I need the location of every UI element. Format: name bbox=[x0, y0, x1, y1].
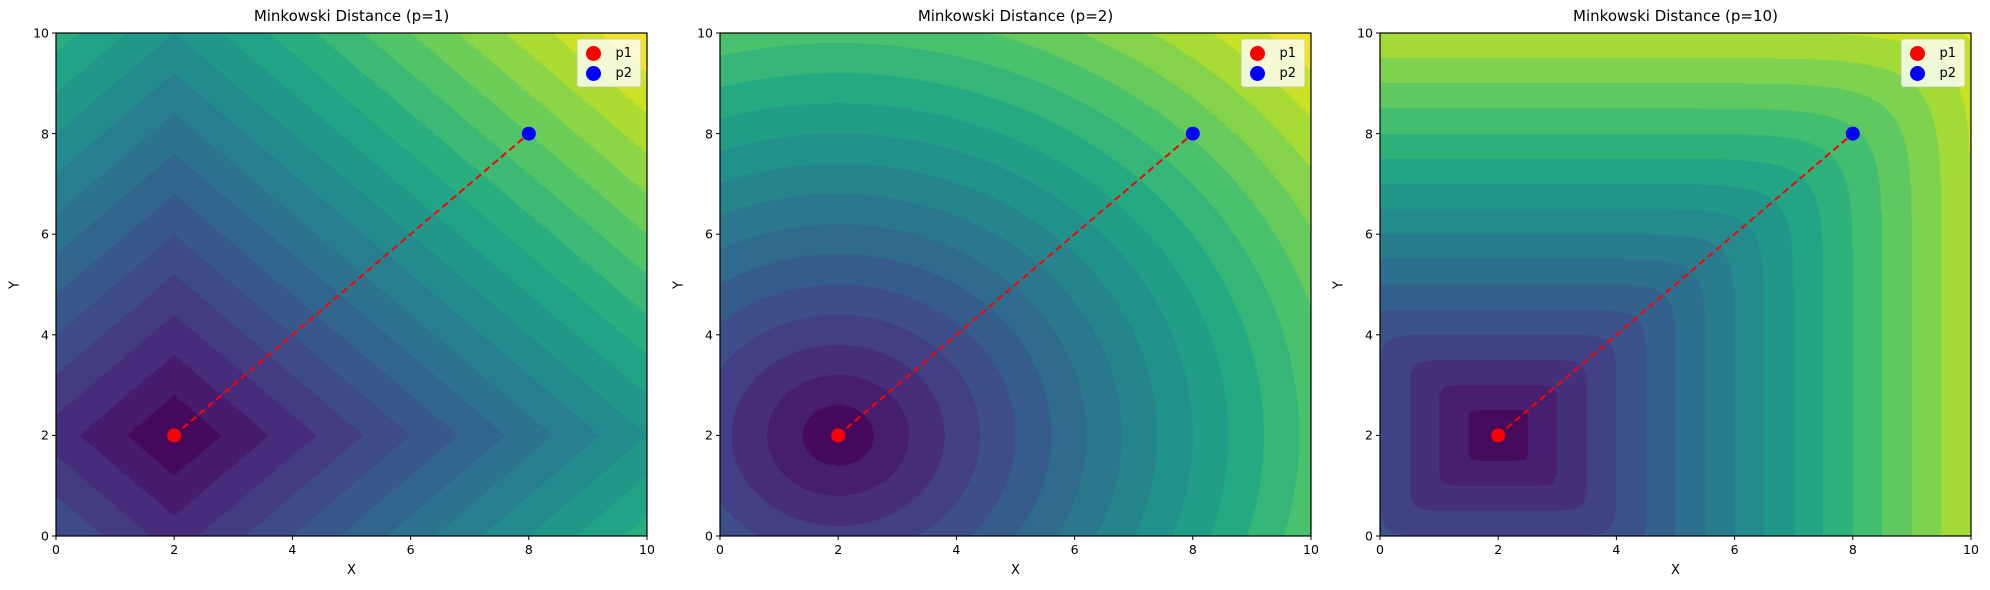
y-tick-label: 4 bbox=[705, 327, 713, 343]
x-tick-label: 10 bbox=[1963, 542, 1979, 557]
plot-area: p1 p2 bbox=[1376, 32, 1972, 540]
x-tick-label: 4 bbox=[1612, 542, 1621, 557]
x-tick-label: 10 bbox=[639, 542, 655, 557]
y-axis-label: Y bbox=[1331, 280, 1347, 289]
axes-frame bbox=[719, 32, 1312, 537]
legend-marker bbox=[1910, 65, 1926, 81]
chart-title: Minkowski Distance (p=10) bbox=[1573, 7, 1778, 25]
legend-label: p1 bbox=[615, 45, 632, 61]
point-p2 bbox=[1845, 126, 1860, 141]
x-tick-label: 8 bbox=[1188, 542, 1197, 557]
y-tick-label: 4 bbox=[41, 327, 49, 343]
point-p2 bbox=[1185, 126, 1200, 141]
legend-label: p2 bbox=[1279, 65, 1296, 81]
x-axis-label: X bbox=[1671, 563, 1680, 578]
x-tick-label: 0 bbox=[1376, 542, 1384, 557]
x-tick-label: 10 bbox=[1303, 542, 1319, 557]
legend-marker bbox=[1910, 45, 1926, 61]
y-tick-label: 2 bbox=[705, 427, 713, 443]
x-tick-label: 6 bbox=[1070, 542, 1079, 557]
legend-label: p2 bbox=[615, 65, 632, 81]
point-p1 bbox=[831, 428, 846, 443]
point-p1 bbox=[167, 428, 182, 443]
legend: p1 p2 bbox=[1901, 39, 1965, 87]
y-tick-label: 10 bbox=[1357, 25, 1373, 41]
legend-marker bbox=[1250, 65, 1266, 81]
y-tick-label: 4 bbox=[1365, 327, 1373, 343]
y-tick-label: 8 bbox=[41, 126, 49, 142]
y-tick-label: 6 bbox=[41, 226, 49, 242]
legend-entry-p1: p1 bbox=[1910, 43, 1956, 63]
legend-label: p1 bbox=[1279, 45, 1296, 61]
point-p1 bbox=[1491, 428, 1506, 443]
legend-entry-p1: p1 bbox=[1250, 43, 1296, 63]
plot-area: p1 p2 bbox=[52, 32, 648, 540]
y-tick-label: 0 bbox=[41, 528, 49, 544]
plot-overlay bbox=[52, 32, 648, 540]
y-tick-label: 6 bbox=[705, 226, 713, 242]
legend-entry-p2: p2 bbox=[586, 63, 632, 83]
legend-entry-p1: p1 bbox=[586, 43, 632, 63]
x-tick-label: 0 bbox=[716, 542, 724, 557]
axes-frame bbox=[55, 32, 648, 537]
x-tick-label: 2 bbox=[1494, 542, 1503, 557]
x-tick-label: 6 bbox=[1730, 542, 1739, 557]
legend-label: p2 bbox=[1939, 65, 1956, 81]
x-tick-label: 4 bbox=[952, 542, 961, 557]
connecting-line bbox=[1497, 132, 1854, 437]
chart-title: Minkowski Distance (p=1) bbox=[253, 7, 450, 25]
x-tick-label: 8 bbox=[1848, 542, 1857, 557]
connecting-line bbox=[837, 132, 1194, 437]
y-tick-label: 6 bbox=[1365, 226, 1373, 242]
y-tick-label: 0 bbox=[1365, 528, 1373, 544]
y-tick-label: 0 bbox=[705, 528, 713, 544]
legend-marker bbox=[1250, 45, 1266, 61]
legend-entry-p2: p2 bbox=[1250, 63, 1296, 83]
x-tick-label: 4 bbox=[288, 542, 297, 557]
legend: p1 p2 bbox=[1241, 39, 1305, 87]
legend: p1 p2 bbox=[577, 39, 641, 87]
plot-overlay bbox=[1376, 32, 1972, 540]
axes-frame bbox=[1379, 32, 1972, 537]
x-axis-label: X bbox=[1011, 563, 1020, 578]
plot-area: p1 p2 bbox=[716, 32, 1312, 540]
connecting-line bbox=[173, 132, 530, 437]
chart-title: Minkowski Distance (p=2) bbox=[917, 7, 1114, 25]
y-tick-label: 10 bbox=[697, 25, 713, 41]
x-tick-label: 2 bbox=[834, 542, 843, 557]
legend-marker bbox=[586, 45, 602, 61]
y-tick-label: 2 bbox=[41, 427, 49, 443]
x-tick-label: 6 bbox=[406, 542, 415, 557]
x-axis-label: X bbox=[347, 563, 356, 578]
legend-entry-p2: p2 bbox=[1910, 63, 1956, 83]
x-tick-label: 2 bbox=[170, 542, 179, 557]
y-tick-label: 8 bbox=[1365, 126, 1373, 142]
x-tick-label: 8 bbox=[524, 542, 533, 557]
point-p2 bbox=[521, 126, 536, 141]
y-tick-label: 10 bbox=[33, 25, 49, 41]
y-tick-label: 2 bbox=[1365, 427, 1373, 443]
y-tick-label: 8 bbox=[705, 126, 713, 142]
plot-overlay bbox=[716, 32, 1312, 540]
legend-label: p1 bbox=[1939, 45, 1956, 61]
x-tick-label: 0 bbox=[52, 542, 60, 557]
legend-marker bbox=[586, 65, 602, 81]
